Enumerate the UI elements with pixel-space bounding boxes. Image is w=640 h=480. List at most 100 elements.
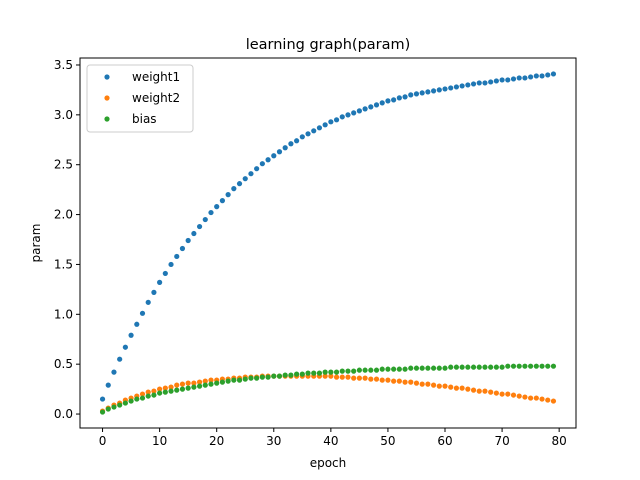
weight2-point xyxy=(151,388,157,394)
bias-point xyxy=(259,374,265,380)
bias-point xyxy=(482,364,488,370)
weight2-point xyxy=(470,387,477,393)
bias-point xyxy=(396,366,402,372)
bias-point xyxy=(391,366,397,372)
weight1-point xyxy=(333,117,340,123)
weight1-point xyxy=(128,332,134,338)
weight1-point xyxy=(368,104,374,110)
bias-point xyxy=(465,364,471,370)
weight2-point xyxy=(328,373,334,379)
bias-point xyxy=(453,364,460,370)
bias-point xyxy=(493,364,499,370)
weight1-point xyxy=(139,310,146,316)
bias-point xyxy=(448,364,454,370)
bias-point xyxy=(385,366,391,372)
weight2-point xyxy=(351,375,357,381)
weight1-point xyxy=(430,88,437,94)
weight1-point xyxy=(396,95,402,101)
bias-point xyxy=(145,393,151,399)
bias-point xyxy=(459,364,465,370)
weight1-point xyxy=(225,192,231,198)
weight2-point xyxy=(425,381,431,387)
legend-label-weight1: weight1 xyxy=(132,70,180,84)
legend-marker-weight2 xyxy=(104,95,110,101)
bias-point xyxy=(185,385,191,391)
y-tick-label: 2.5 xyxy=(54,158,73,172)
bias-point xyxy=(516,363,522,369)
weight1-point xyxy=(162,270,168,277)
weight1-point xyxy=(259,161,265,167)
bias-point xyxy=(351,368,357,374)
weight1-point xyxy=(425,89,431,95)
weight2-point xyxy=(179,381,186,387)
bias-point xyxy=(139,395,146,401)
y-tick-label: 1.0 xyxy=(54,307,73,321)
weight2-point xyxy=(459,385,465,391)
bias-point xyxy=(105,406,111,412)
weight1-point xyxy=(408,92,414,98)
bias-point xyxy=(168,388,174,394)
weight1-point xyxy=(453,84,460,90)
legend-box xyxy=(86,64,194,133)
weight2-point xyxy=(208,377,214,383)
weight1-point xyxy=(379,100,385,106)
weight1-point xyxy=(351,110,357,116)
weight2-point xyxy=(157,386,163,392)
weight1-point xyxy=(122,344,128,350)
weight2-point xyxy=(202,378,208,384)
weight1-point xyxy=(151,289,157,295)
data-points xyxy=(99,71,557,415)
weight1-point xyxy=(516,75,522,81)
bias-point xyxy=(99,409,106,415)
bias-point xyxy=(345,368,351,374)
weight2-point xyxy=(396,378,402,384)
weight1-point xyxy=(311,128,317,134)
weight2-point xyxy=(413,380,420,386)
weight1-point xyxy=(488,79,494,85)
bias-point xyxy=(202,382,208,388)
bias-point xyxy=(311,370,317,376)
weight2-point xyxy=(145,389,151,395)
weight1-point xyxy=(271,153,277,159)
bias-point xyxy=(488,364,494,370)
weight1-point xyxy=(117,356,123,362)
weight1-point xyxy=(402,94,408,100)
plot-area-frame xyxy=(79,57,577,429)
bias-point xyxy=(413,365,420,371)
weight1-point xyxy=(105,382,111,388)
bias-point xyxy=(510,363,517,369)
bias-point xyxy=(316,370,323,376)
weight1-point xyxy=(550,71,557,77)
bias-point xyxy=(533,363,539,369)
bias-point xyxy=(476,364,482,370)
weight1-point xyxy=(413,91,420,97)
weight2-point xyxy=(482,388,488,394)
bias-point xyxy=(299,371,305,377)
weight1-point xyxy=(316,125,323,131)
bias-point xyxy=(214,380,220,386)
weight2-point xyxy=(493,390,499,396)
bias-point xyxy=(436,365,442,371)
weight2-point xyxy=(362,375,368,381)
bias-point xyxy=(470,364,477,370)
x-tick-label: 0 xyxy=(99,434,107,448)
weight1-point xyxy=(448,85,454,91)
weight2-point xyxy=(174,382,180,388)
x-tick-label: 80 xyxy=(552,434,567,448)
weight1-point xyxy=(99,396,106,402)
weight2-point xyxy=(476,388,482,394)
bias-point xyxy=(231,377,237,383)
bias-point xyxy=(271,373,277,379)
bias-point xyxy=(539,363,545,369)
weight1-point xyxy=(436,87,442,93)
bias-point xyxy=(282,372,288,378)
weight1-point xyxy=(419,90,425,96)
weight2-point xyxy=(430,382,437,388)
weight1-point xyxy=(254,166,260,172)
bias-point xyxy=(265,374,271,380)
weight2-point xyxy=(533,395,539,401)
bias-point xyxy=(174,387,180,393)
weight1-point xyxy=(362,106,368,112)
weight2-point xyxy=(436,383,442,389)
